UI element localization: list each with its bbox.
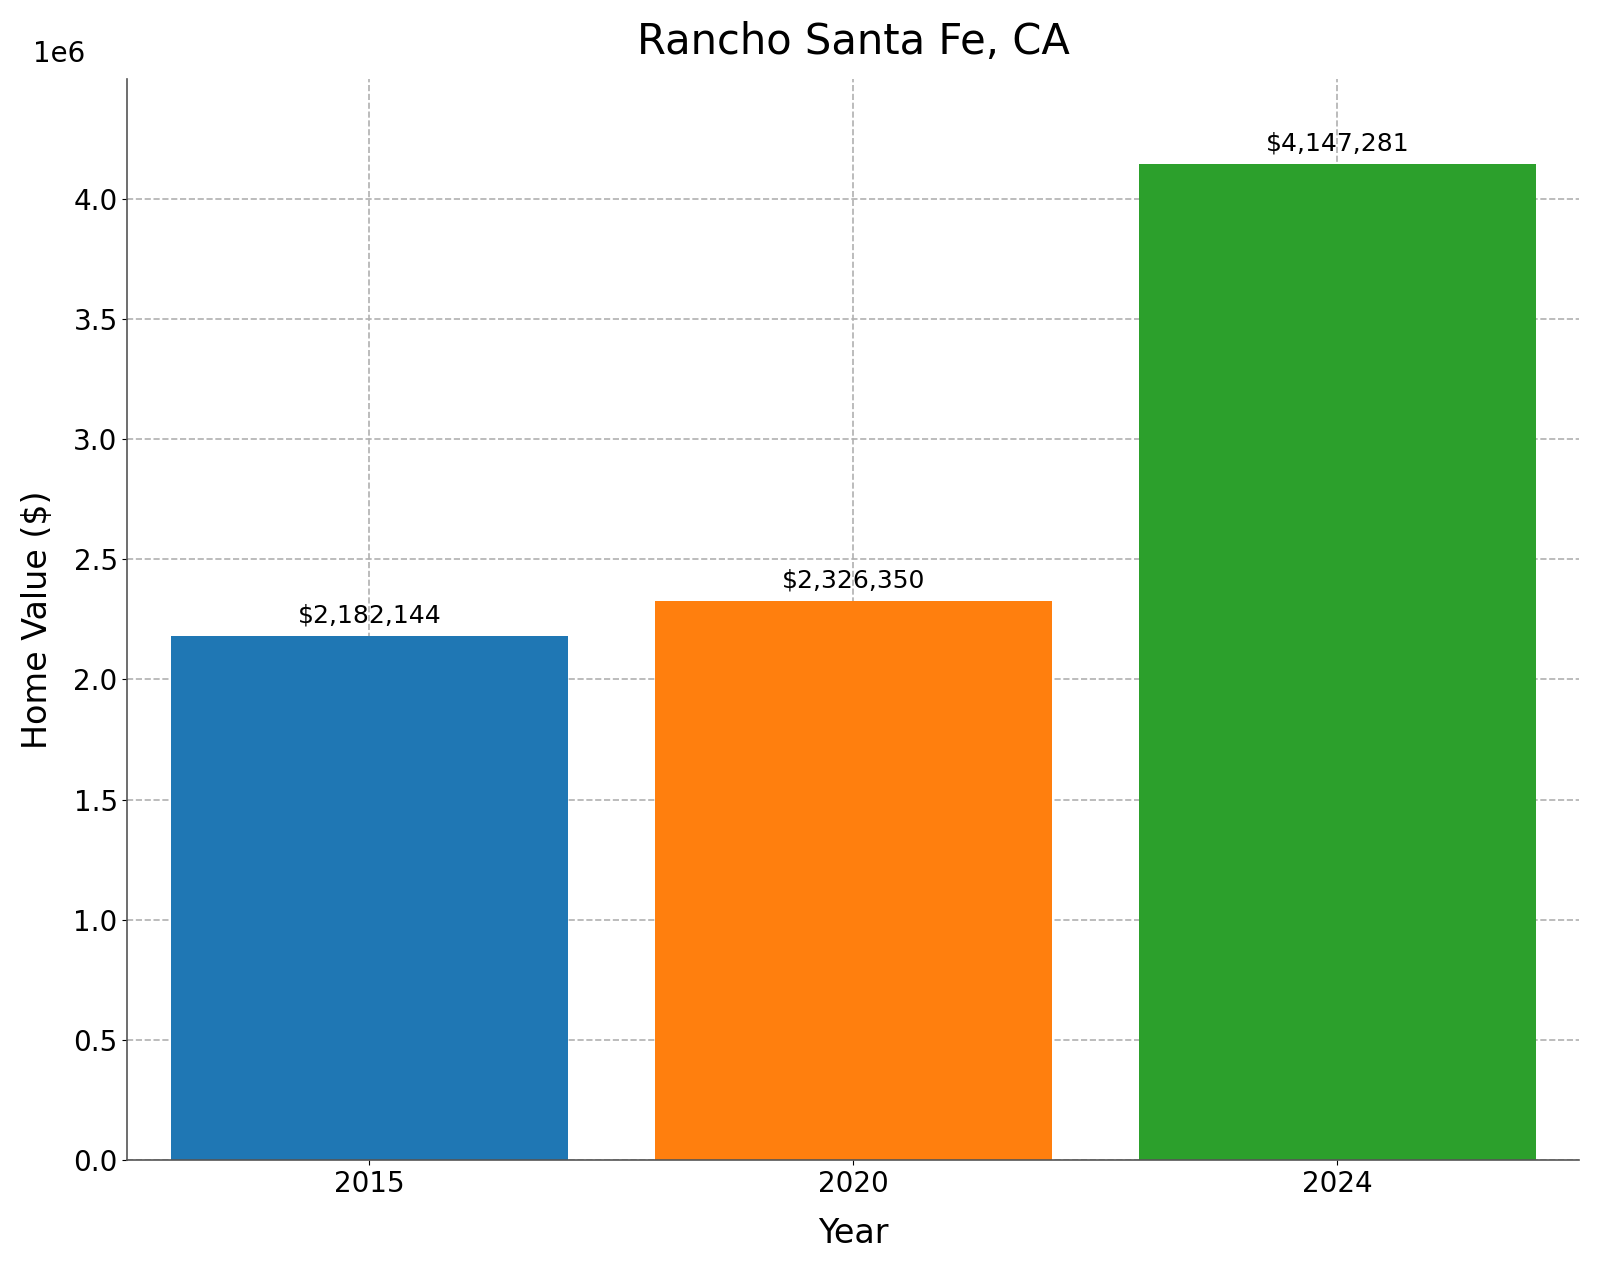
Title: Rancho Santa Fe, CA: Rancho Santa Fe, CA xyxy=(637,20,1070,62)
Text: $4,147,281: $4,147,281 xyxy=(1266,131,1410,155)
Bar xyxy=(171,636,568,1160)
Text: $2,182,144: $2,182,144 xyxy=(298,604,442,628)
Text: $2,326,350: $2,326,350 xyxy=(781,568,925,592)
Bar xyxy=(654,601,1051,1160)
Text: 1e6: 1e6 xyxy=(34,39,85,69)
Bar xyxy=(1139,164,1536,1160)
Y-axis label: Home Value ($): Home Value ($) xyxy=(21,491,54,749)
X-axis label: Year: Year xyxy=(818,1218,888,1251)
